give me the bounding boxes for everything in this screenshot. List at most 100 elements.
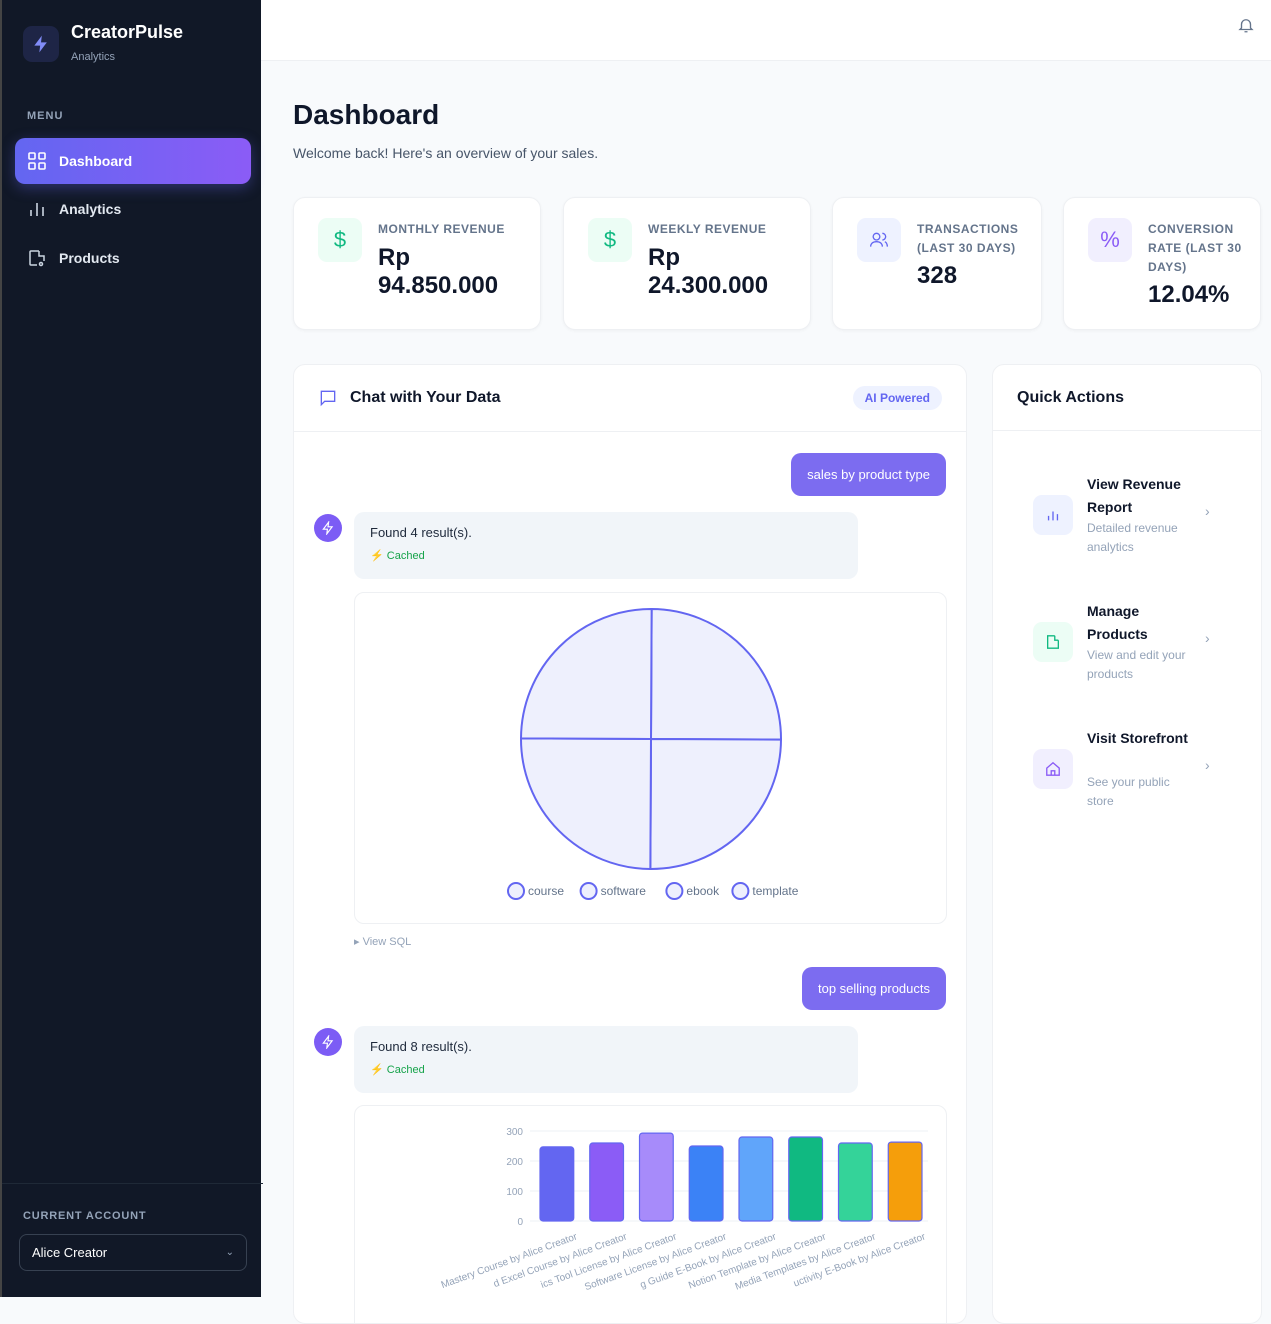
quick-actions-title: Quick Actions — [993, 365, 1261, 431]
dollar-icon: $ — [318, 218, 362, 262]
stat-value: 12.04% — [1148, 281, 1230, 308]
chat-header: Chat with Your Data AI Powered — [294, 365, 966, 432]
bolt-icon: ⚡ — [370, 550, 384, 562]
stat-card-transactions: TRANSACTIONS (LAST 30 DAYS) 328 — [832, 197, 1042, 330]
grid-icon — [28, 152, 46, 170]
logo — [23, 26, 59, 62]
sidebar-item-analytics[interactable]: Analytics — [15, 186, 251, 232]
stat-card-monthly-revenue: $ MONTHLY REVENUE Rp 94.850.000 — [293, 197, 541, 330]
bolt-icon — [322, 521, 334, 535]
result-message: Found 4 result(s). ⚡ Cached — [354, 512, 858, 579]
bar[interactable] — [738, 1136, 774, 1222]
sidebar-item-products[interactable]: Products — [15, 235, 251, 281]
result-text: Found 4 result(s). — [370, 525, 472, 540]
menu-label: MENU — [27, 110, 64, 122]
stat-value: 24.300.000 — [648, 272, 769, 299]
bar[interactable] — [887, 1141, 923, 1222]
pie-slice-template[interactable] — [519, 608, 653, 741]
bar[interactable] — [837, 1142, 873, 1222]
sidebar: CreatorPulse Analytics MENU Dashboard An… — [0, 0, 263, 1297]
stat-value: 328 — [917, 262, 958, 289]
stat-card-weekly-revenue: $ WEEKLY REVENUE Rp 24.300.000 — [563, 197, 811, 330]
bar[interactable] — [688, 1145, 724, 1222]
bar[interactable] — [788, 1136, 824, 1222]
bolt-icon: ⚡ — [370, 1064, 384, 1076]
legend-label: software — [601, 884, 647, 898]
user-message: top selling products — [801, 967, 946, 1010]
bar[interactable] — [539, 1146, 575, 1222]
pie-chart: course software ebook template — [354, 592, 947, 924]
legend-swatch — [507, 882, 525, 900]
chat-title: Chat with Your Data — [350, 389, 501, 406]
percent-icon: % — [1088, 218, 1132, 262]
quick-action-manage-products[interactable]: Manage Products View and edit your produ… — [1033, 600, 1263, 700]
users-icon — [857, 218, 901, 262]
bar-chart-icon — [30, 203, 44, 216]
package-icon — [1033, 622, 1073, 662]
view-sql-toggle[interactable]: ▸ View SQL — [354, 936, 412, 948]
quick-action-view-revenue[interactable]: View Revenue Report Detailed revenue ana… — [1033, 473, 1263, 573]
stat-value: 94.850.000 — [378, 272, 499, 299]
user-message: sales by product type — [791, 453, 946, 496]
action-title: Visit Storefront — [1087, 730, 1188, 746]
legend-label: template — [752, 884, 798, 898]
sidebar-item-label: Dashboard — [59, 153, 133, 169]
stat-value: Rp — [648, 244, 680, 271]
message-icon — [320, 390, 336, 407]
pie-slice-course[interactable] — [649, 607, 782, 741]
y-tick-label: 0 — [517, 1217, 523, 1228]
bar-chart: 0 100 200 300 Mastery Course by Alice Creato… — [354, 1105, 947, 1323]
action-title: Manage Products — [1087, 603, 1148, 642]
stat-card-conversion-rate: % CONVERSION RATE (LAST 30 DAYS) 12.04% — [1063, 197, 1261, 330]
package-icon — [29, 250, 45, 267]
sidebar-item-label: Products — [59, 250, 120, 266]
home-icon — [1033, 749, 1073, 789]
stat-value: Rp — [378, 244, 410, 271]
quick-actions-panel: Quick Actions View Revenue Report Detail… — [992, 364, 1262, 1324]
y-tick-label: 300 — [506, 1127, 523, 1138]
bolt-icon — [34, 35, 47, 53]
pie-slice-software[interactable] — [649, 737, 783, 870]
quick-action-visit-storefront[interactable]: Visit Storefront See your public store › — [1033, 727, 1263, 827]
stat-label: WEEKLY REVENUE — [648, 222, 767, 236]
welcome-text: Welcome back! Here's an overview of your… — [293, 145, 599, 161]
account-label: CURRENT ACCOUNT — [23, 1210, 147, 1222]
ai-powered-badge: AI Powered — [852, 386, 942, 410]
chat-panel: Chat with Your Data AI Powered sales by … — [293, 364, 967, 1324]
legend-swatch — [731, 882, 750, 900]
stat-label: TRANSACTIONS (LAST 30 DAYS) — [917, 222, 1019, 255]
sidebar-item-label: Analytics — [59, 201, 122, 217]
legend-swatch — [579, 882, 598, 900]
y-tick-label: 200 — [506, 1157, 523, 1168]
cached-label: Cached — [386, 550, 425, 562]
page-title: Dashboard — [293, 99, 440, 130]
stat-label: MONTHLY REVENUE — [378, 222, 505, 236]
cached-badge: ⚡ Cached — [370, 1063, 842, 1076]
assistant-avatar — [314, 514, 342, 542]
bell-icon[interactable] — [1237, 16, 1255, 34]
app-subtitle: Analytics — [71, 51, 116, 63]
divider — [2, 1183, 263, 1184]
action-title: View Revenue Report — [1087, 476, 1181, 515]
action-desc: Detailed revenue analytics — [1087, 521, 1178, 554]
action-desc: See your public store — [1087, 775, 1170, 808]
legend-label: course — [528, 884, 564, 898]
account-select[interactable]: Alice Creator ⌄ — [19, 1234, 247, 1271]
y-tick-label: 100 — [506, 1187, 523, 1198]
pie-slice-ebook[interactable] — [520, 737, 653, 871]
account-name: Alice Creator — [32, 1245, 108, 1260]
legend-label: ebook — [686, 884, 720, 898]
bar-chart-icon — [1033, 495, 1073, 535]
result-text: Found 8 result(s). — [370, 1039, 472, 1054]
dollar-icon: $ — [588, 218, 632, 262]
assistant-avatar — [314, 1028, 342, 1056]
view-sql-label: View SQL — [362, 936, 412, 948]
bolt-icon — [322, 1035, 334, 1049]
app-name: CreatorPulse — [71, 22, 184, 42]
legend-swatch — [665, 882, 684, 900]
bar[interactable] — [638, 1132, 674, 1222]
sidebar-item-dashboard[interactable]: Dashboard — [15, 138, 251, 184]
chevron-right-icon: › — [1205, 757, 1210, 773]
chevron-down-icon: ⌄ — [225, 1247, 234, 1258]
bar[interactable] — [589, 1142, 625, 1222]
